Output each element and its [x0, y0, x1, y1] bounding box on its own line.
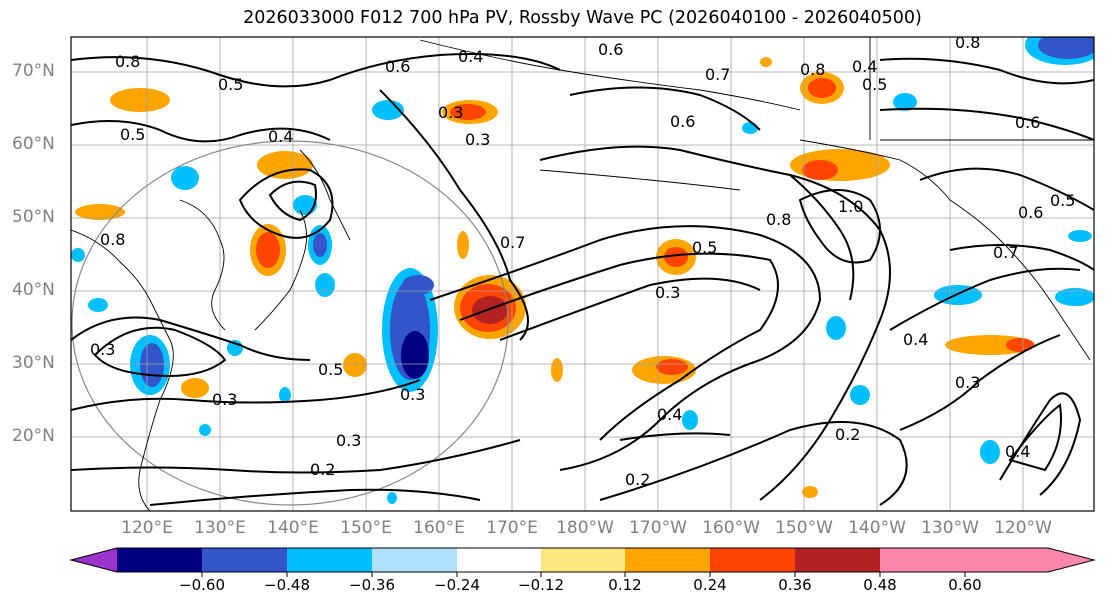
graticule: [71, 37, 1094, 511]
chart-title: 2026033000 F012 700 hPa PV, Rossby Wave …: [243, 8, 922, 28]
map-background: [71, 37, 1094, 511]
colorbar-tick-label: 0.12: [608, 576, 642, 594]
map-border: [70, 36, 1095, 512]
contour-label: 0.8: [800, 60, 825, 79]
lat-label: 30°N: [12, 353, 55, 373]
colorbar-segment: [372, 548, 457, 572]
colorbar-segment: [457, 548, 541, 572]
colorbar-tick-label: −0.12: [518, 576, 564, 594]
colorbar-segment: [202, 548, 287, 572]
contour-label: 0.7: [500, 233, 525, 252]
colorbar-extend-high: [965, 548, 1094, 572]
lat-label: 20°N: [12, 426, 55, 446]
lon-label: 170°E: [486, 518, 538, 538]
colorbar-segment: [117, 548, 202, 572]
contour-label: 0.3: [400, 385, 425, 404]
lon-label: 120°E: [121, 518, 173, 538]
lon-label: 140°E: [267, 518, 319, 538]
contour-label: 0.8: [115, 52, 140, 71]
lat-label: 60°N: [12, 134, 55, 154]
colorbar-segment: [625, 548, 710, 572]
contour-label: 0.3: [955, 373, 980, 392]
contour-label: 0.3: [212, 390, 237, 409]
contour-label: 0.5: [218, 75, 243, 94]
colorbar-segment: [880, 548, 965, 572]
lon-label: 160°W: [702, 518, 760, 538]
contour-label: 0.6: [670, 112, 695, 131]
lon-label: 120°W: [994, 518, 1052, 538]
colorbar-tick-label: 0.36: [778, 576, 812, 594]
lon-label: 130°W: [921, 518, 979, 538]
contour-label: 0.6: [1018, 203, 1043, 222]
colorbar-segment: [795, 548, 880, 572]
contour-label: 0.4: [903, 330, 928, 349]
contour-label: 0.4: [268, 127, 293, 146]
contour-label: 0.5: [120, 125, 145, 144]
contour-label: 0.3: [438, 103, 463, 122]
negative-anomaly-shading: [71, 37, 1094, 504]
lon-label: 130°E: [194, 518, 246, 538]
contour-label: 0.4: [458, 47, 483, 66]
colorbar: [69, 547, 1096, 577]
colorbar-segment: [710, 548, 795, 572]
contour-label: 0.3: [465, 130, 490, 149]
contour-labels: 0.8 0.5 0.6 0.4 0.8 0.4 0.3 0.7 0.6 0.6 …: [90, 33, 1075, 489]
colorbar-outline: [69, 547, 1096, 573]
lat-label: 70°N: [12, 61, 55, 81]
contour-label: 0.5: [1050, 191, 1075, 210]
contour-label: 0.7: [993, 243, 1018, 262]
colorbar-segment: [287, 548, 372, 572]
colorbar-tick-label: −0.48: [264, 576, 310, 594]
contour-label: 0.4: [1005, 442, 1030, 461]
contour-label: 0.6: [598, 40, 623, 59]
colorbar-tick-label: 0.24: [693, 576, 727, 594]
contour-label: 0.5: [318, 360, 343, 379]
contour-label: 0.3: [90, 340, 115, 359]
colorbar-tick-label: −0.60: [179, 576, 225, 594]
contour-label: 0.2: [835, 425, 860, 444]
contour-label: 0.2: [625, 470, 650, 489]
positive-anomaly-shading: [75, 57, 1090, 498]
lon-label: 170°W: [629, 518, 687, 538]
lat-label: 40°N: [12, 280, 55, 300]
colorbar-tick-label: −0.36: [349, 576, 395, 594]
contour-label: 0.3: [336, 431, 361, 450]
contour-label: 0.2: [310, 460, 335, 479]
colorbar-tick-label: −0.24: [434, 576, 480, 594]
contour-label: 0.8: [766, 210, 791, 229]
pv-contours: [71, 53, 1094, 506]
colorbar-segment: [541, 548, 625, 572]
lon-label: 150°W: [775, 518, 833, 538]
contour-label: 0.4: [657, 405, 682, 424]
contour-label: 0.6: [385, 57, 410, 76]
contour-label: 0.6: [1015, 113, 1040, 132]
contour-label: 0.8: [100, 230, 125, 249]
contour-label: 0.8: [955, 33, 980, 52]
lon-label: 140°W: [848, 518, 906, 538]
coastlines: [71, 37, 1094, 511]
contour-label: 0.4: [852, 57, 877, 76]
lat-label: 50°N: [12, 207, 55, 227]
contour-label: 0.5: [862, 75, 887, 94]
colorbar-extend-low: [71, 548, 117, 572]
colorbar-tick-label: 0.60: [948, 576, 982, 594]
lon-label: 150°E: [340, 518, 392, 538]
contour-label: 0.5: [692, 238, 717, 257]
contour-label: 1.0: [838, 197, 863, 216]
lon-label: 180°W: [556, 518, 614, 538]
contour-label: 0.3: [655, 283, 680, 302]
radius-circle: [71, 140, 509, 506]
colorbar-tick-label: 0.48: [863, 576, 897, 594]
contour-label: 0.7: [705, 65, 730, 84]
lon-label: 160°E: [413, 518, 465, 538]
